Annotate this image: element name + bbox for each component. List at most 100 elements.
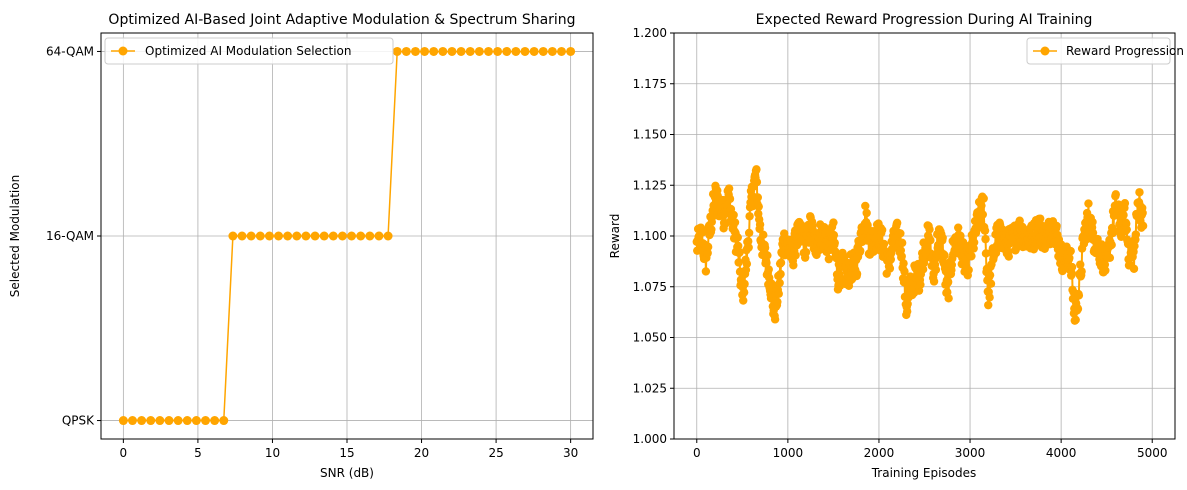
data-point [374,231,384,241]
data-point [1138,221,1148,231]
data-point [979,194,988,203]
data-point [824,254,834,264]
data-point [877,225,887,235]
data-point [770,315,780,324]
data-point [1077,267,1086,276]
data-point [879,239,889,249]
data-point [228,231,238,241]
data-point [724,184,734,193]
x-tick-label: 5000 [1137,446,1168,460]
data-point [977,201,986,210]
y-tick-label: 1.175 [633,77,667,91]
data-point [967,251,976,261]
data-point [392,46,402,56]
data-point [754,202,763,211]
data-point [146,416,156,426]
data-point [1074,291,1084,300]
data-point [1130,241,1139,251]
data-point [1120,199,1130,208]
data-point [356,231,366,241]
data-point [954,223,963,232]
series-reward [692,165,1148,325]
data-point [856,246,865,256]
data-point [773,297,782,306]
chart-modulation: Optimized AI-Based Joint Adaptive Modula… [8,12,594,480]
data-point [465,46,475,56]
data-point [1109,226,1118,236]
series-modulation [118,46,576,426]
legend: Optimized AI Modulation Selection [104,37,394,65]
x-tick-label: 0 [120,446,128,460]
data-point [173,416,183,426]
data-point [984,300,993,310]
data-point [969,244,978,253]
data-point [739,288,749,297]
data-point [1105,253,1115,263]
data-point [264,231,274,241]
data-point [753,193,762,202]
x-tick-label: 10 [265,446,280,460]
data-point [201,416,211,426]
data-point [1067,262,1077,272]
y-tick-label: 1.000 [633,432,667,446]
data-point [155,416,165,426]
data-point [980,226,990,235]
data-point [760,243,770,252]
legend-frame [104,37,394,65]
x-axis-label: SNR (dB) [320,466,374,480]
data-point [1035,214,1045,223]
x-tick-label: 30 [563,446,578,460]
data-point [529,46,539,56]
x-tick-label: 4000 [1046,446,1077,460]
chart-reward: Expected Reward Progression During AI Tr… [608,12,1184,480]
data-point [1111,190,1120,199]
data-point [896,229,905,238]
data-point [1101,266,1110,275]
data-point [1135,188,1144,197]
data-point [801,247,811,257]
legend-label: Optimized AI Modulation Selection [145,44,352,58]
data-point [791,251,800,260]
data-point [1076,260,1085,269]
data-point [474,46,484,56]
data-point [903,299,912,309]
data-point [310,231,320,241]
legend: Reward Progression [1026,37,1184,65]
data-point [991,248,1001,258]
data-point [742,259,752,269]
data-point [840,252,849,261]
data-point [775,278,784,288]
data-point [752,165,761,174]
data-point [319,231,329,241]
data-point [916,280,925,289]
legend-frame [1026,37,1171,65]
data-point [707,225,716,234]
data-point [438,46,448,56]
data-point [283,231,293,241]
data-point [764,265,773,274]
data-point [127,416,137,426]
x-tick-label: 1000 [773,446,804,460]
data-point [1052,221,1061,231]
data-point [900,267,909,276]
data-point [730,218,740,227]
y-tick-label: 1.125 [633,178,667,192]
data-point [118,416,128,426]
data-point [929,277,939,286]
data-point [763,251,772,260]
data-point [755,220,765,229]
y-tick-label: 16-QAM [46,229,94,243]
chart-title: Expected Reward Progression During AI Tr… [756,12,1093,28]
data-point [740,279,749,289]
data-point [246,231,256,241]
data-point [947,260,957,270]
data-point [274,231,284,241]
y-ticks: 1.000 1.025 1.050 1.075 1.100 1.125 1.150 1.175… [633,26,674,446]
data-point [1071,315,1080,324]
data-point [1004,252,1013,261]
data-point [538,46,548,56]
data-point [981,234,990,244]
data-point [1129,264,1139,273]
data-point [401,46,411,56]
data-point [852,269,862,279]
